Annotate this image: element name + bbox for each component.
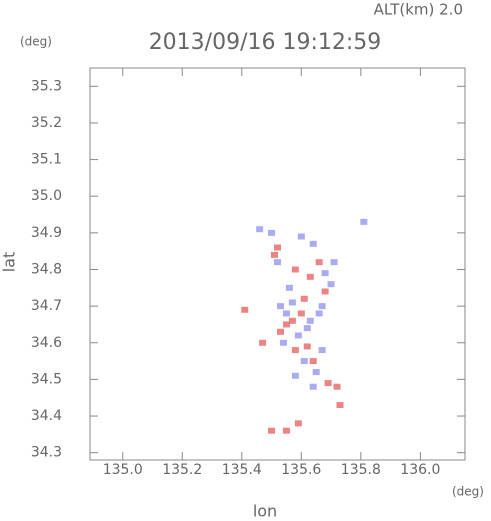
x-unit: (deg) [452, 485, 484, 499]
echo-cell [282, 427, 290, 434]
echo-cell [360, 218, 368, 225]
echo-cell [306, 273, 314, 280]
echo-cell [276, 328, 284, 335]
y-unit: (deg) [20, 35, 52, 49]
chart-title: 2013/09/16 19:12:59 [149, 30, 382, 55]
echo-cell [327, 281, 335, 288]
echo-cell [321, 288, 329, 295]
echo-cell [315, 310, 323, 317]
y-tick-label: 34.3 [31, 445, 62, 461]
echo-cell [291, 266, 299, 273]
y-tick-label: 34.7 [31, 298, 62, 314]
x-tick-label: 136.0 [400, 462, 440, 478]
echo-cell [256, 226, 264, 233]
echo-cell [336, 402, 344, 409]
echo-cell [276, 303, 284, 310]
x-tick-label: 135.8 [341, 462, 381, 478]
echo-cell [241, 306, 249, 313]
echo-cell [282, 310, 290, 317]
y-tick-label: 34.8 [31, 261, 62, 277]
x-tick-label: 135.0 [103, 462, 143, 478]
echo-cell [288, 299, 296, 306]
echo-cell [294, 332, 302, 339]
y-tick-label: 34.9 [31, 225, 62, 241]
echo-cell [330, 259, 338, 266]
echo-cell [309, 383, 317, 390]
x-tick-label: 135.2 [162, 462, 202, 478]
echo-cell [303, 343, 311, 350]
y-tick-label: 35.2 [31, 115, 62, 131]
echo-cell [291, 372, 299, 379]
x-tick-label: 135.6 [281, 462, 321, 478]
echo-cell [268, 229, 276, 236]
echo-cell [268, 427, 276, 434]
y-tick-label: 35.1 [31, 152, 62, 168]
echo-cell [333, 383, 341, 390]
echo-cell [285, 284, 293, 291]
x-axis-label: lon [253, 502, 277, 521]
plot-frame [89, 67, 466, 461]
echo-cell [306, 317, 314, 324]
y-tick-label: 34.4 [31, 408, 62, 424]
echo-cell [274, 244, 281, 251]
echo-cell [271, 251, 279, 258]
y-tick-label: 35.0 [31, 188, 62, 204]
y-axis-label: lat [0, 252, 19, 273]
altitude-label: ALT(km) 2.0 [374, 1, 463, 19]
echo-cell [309, 240, 317, 247]
echo-cell [315, 259, 323, 266]
echo-cell [297, 233, 305, 240]
y-tick-label: 35.3 [31, 78, 62, 94]
echo-cell [318, 347, 326, 354]
echo-cell [294, 420, 302, 427]
echo-cell [309, 358, 317, 365]
y-tick-label: 34.5 [31, 371, 62, 387]
echo-cell [282, 321, 290, 328]
echo-cell [318, 303, 326, 310]
echo-cell [300, 295, 308, 302]
echo-cell [300, 358, 308, 365]
echo-cell [297, 310, 305, 317]
x-tick-label: 135.4 [222, 462, 262, 478]
echo-cell [279, 339, 287, 346]
echo-cell [321, 270, 329, 277]
echo-cell [291, 347, 299, 354]
y-tick-label: 34.6 [31, 335, 62, 351]
echo-cell [303, 325, 311, 332]
echo-cell [324, 380, 332, 387]
echo-cell [288, 317, 296, 324]
echo-cell [259, 339, 267, 346]
echo-cell [312, 369, 320, 376]
echo-cell [274, 259, 281, 266]
